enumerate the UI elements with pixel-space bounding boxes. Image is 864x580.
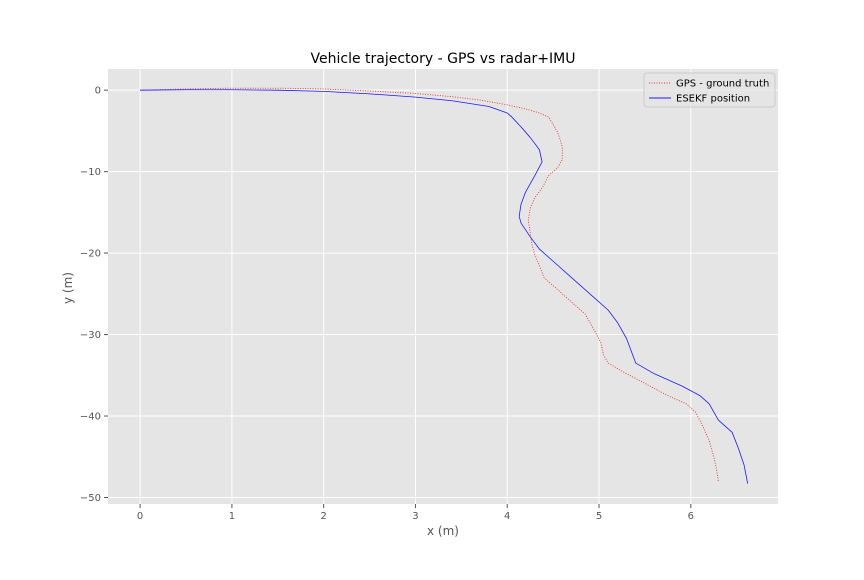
esekf-position-line	[140, 89, 749, 484]
legend-label-esekf: ESEKF position	[676, 94, 750, 105]
x-axis-label: x (m)	[427, 524, 459, 538]
plot-area	[108, 69, 778, 504]
series-layer	[140, 87, 749, 484]
x-tick-label: 2	[320, 511, 326, 522]
x-tick-label: 3	[412, 511, 418, 522]
grid	[108, 69, 778, 504]
x-tick-label: 4	[504, 511, 510, 522]
y-tick-label: 0	[95, 86, 101, 97]
legend-box	[643, 72, 776, 108]
legend: GPS - ground truth ESEKF position	[643, 72, 776, 108]
y-tick-label: −30	[80, 330, 101, 341]
y-tick-label: −40	[80, 412, 101, 423]
x-tick-label: 1	[229, 511, 235, 522]
ticks: 0 1 2 3 4 5 6 0 −10 −20 −30 −40 −50	[80, 86, 694, 522]
y-axis-label: y (m)	[61, 272, 75, 304]
x-tick-label: 0	[137, 511, 143, 522]
y-tick-label: −10	[80, 167, 101, 178]
legend-label-gps: GPS - ground truth	[676, 79, 769, 90]
y-tick-label: −20	[80, 249, 101, 260]
x-tick-label: 6	[688, 511, 694, 522]
chart-title: Vehicle trajectory - GPS vs radar+IMU	[311, 51, 576, 67]
y-tick-label: −50	[80, 493, 101, 504]
x-tick-label: 5	[596, 511, 602, 522]
